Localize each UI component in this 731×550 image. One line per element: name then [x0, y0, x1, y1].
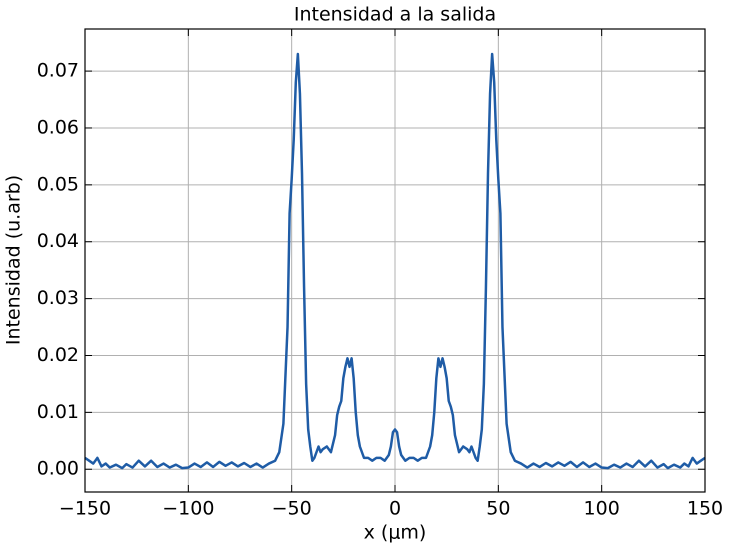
x-tick-label: −100 — [162, 498, 214, 520]
y-tick-label: 0.06 — [37, 116, 79, 138]
y-tick-label: 0.07 — [37, 60, 79, 82]
y-tick-label: 0.03 — [37, 287, 79, 309]
data-line — [84, 52, 706, 470]
x-tick-label: −50 — [272, 498, 312, 520]
x-axis-label: x (μm) — [364, 522, 427, 544]
y-tick-label: 0.04 — [37, 230, 79, 252]
y-tick-label: 0.00 — [37, 458, 79, 480]
y-tick-label: 0.01 — [37, 401, 79, 423]
x-tick-label: −150 — [59, 498, 111, 520]
y-axis-label: Intensidad (u.arb) — [3, 175, 25, 345]
x-tick-label: 0 — [389, 498, 401, 520]
x-tick-label: 100 — [584, 498, 620, 520]
y-tick-label: 0.02 — [37, 344, 79, 366]
y-tick-label: 0.05 — [37, 173, 79, 195]
chart-title: Intensidad a la salida — [294, 4, 496, 26]
x-tick-label: 150 — [687, 498, 723, 520]
plot-frame — [84, 28, 706, 493]
x-tick-label: 50 — [486, 498, 510, 520]
